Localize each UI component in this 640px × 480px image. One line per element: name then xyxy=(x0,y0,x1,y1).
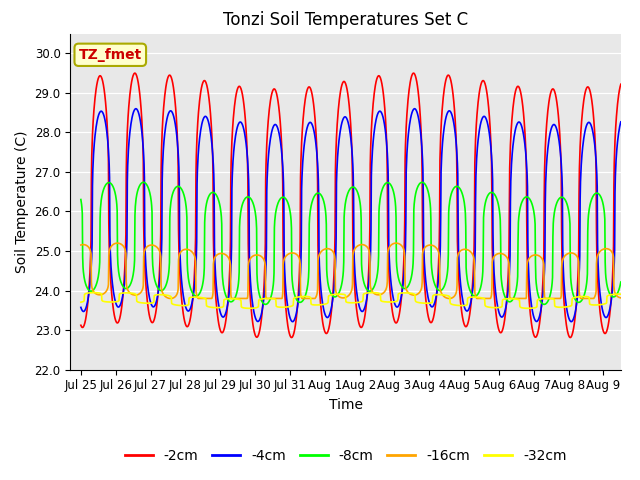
-32cm xyxy=(486,304,493,310)
-8cm xyxy=(233,290,241,296)
-4cm xyxy=(411,106,419,111)
-8cm xyxy=(174,183,182,189)
-32cm xyxy=(77,300,84,305)
-32cm xyxy=(233,296,241,302)
-16cm xyxy=(233,296,241,301)
-2cm xyxy=(233,89,241,95)
-16cm xyxy=(77,242,84,248)
-4cm xyxy=(184,308,192,314)
Line: -32cm: -32cm xyxy=(81,293,621,308)
-2cm xyxy=(486,119,493,124)
-32cm xyxy=(369,290,376,296)
-2cm xyxy=(174,147,182,153)
-16cm xyxy=(546,296,554,301)
-8cm xyxy=(419,180,426,185)
Y-axis label: Soil Temperature (C): Soil Temperature (C) xyxy=(15,131,29,273)
-8cm xyxy=(617,279,625,285)
-16cm xyxy=(392,240,400,246)
-2cm xyxy=(566,335,574,340)
-16cm xyxy=(166,296,173,301)
-8cm xyxy=(546,293,554,299)
-4cm xyxy=(546,131,554,137)
Line: -16cm: -16cm xyxy=(81,243,621,299)
-32cm xyxy=(617,291,625,297)
Line: -4cm: -4cm xyxy=(81,108,621,322)
-2cm xyxy=(77,323,84,328)
-8cm xyxy=(540,301,548,307)
-32cm xyxy=(174,302,182,308)
-4cm xyxy=(289,319,296,324)
Legend: -2cm, -4cm, -8cm, -16cm, -32cm: -2cm, -4cm, -8cm, -16cm, -32cm xyxy=(119,444,572,469)
-32cm xyxy=(546,296,554,301)
-8cm xyxy=(282,196,289,202)
-4cm xyxy=(282,285,289,290)
-4cm xyxy=(174,144,182,150)
Title: Tonzi Soil Temperatures Set C: Tonzi Soil Temperatures Set C xyxy=(223,11,468,29)
-2cm xyxy=(282,303,289,309)
-2cm xyxy=(617,82,625,87)
-16cm xyxy=(184,247,192,252)
-32cm xyxy=(282,304,289,310)
Line: -8cm: -8cm xyxy=(81,182,621,304)
-16cm xyxy=(617,295,625,301)
-4cm xyxy=(77,304,84,310)
-4cm xyxy=(617,119,625,125)
X-axis label: Time: Time xyxy=(328,398,363,412)
-32cm xyxy=(524,305,532,311)
-2cm xyxy=(184,324,192,329)
-8cm xyxy=(184,272,192,278)
-32cm xyxy=(184,302,192,308)
-4cm xyxy=(486,136,494,142)
-16cm xyxy=(486,296,494,301)
Line: -2cm: -2cm xyxy=(81,73,621,337)
-2cm xyxy=(546,95,554,100)
-8cm xyxy=(486,190,493,196)
-8cm xyxy=(77,197,84,203)
-16cm xyxy=(282,253,290,259)
Text: TZ_fmet: TZ_fmet xyxy=(79,48,142,62)
-16cm xyxy=(174,286,182,292)
-2cm xyxy=(410,70,417,76)
-4cm xyxy=(233,127,241,133)
